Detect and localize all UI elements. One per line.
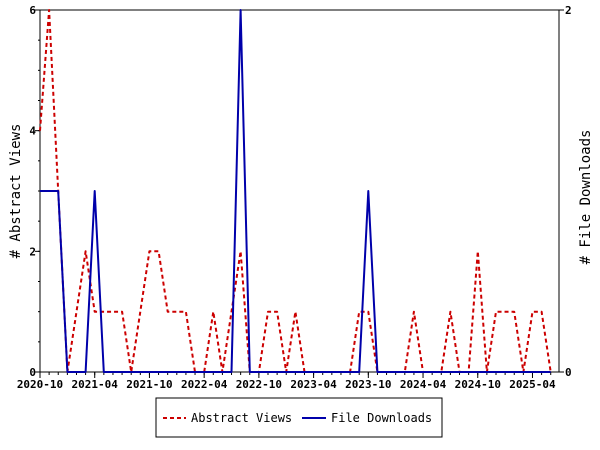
x-tick-label: 2023-04 bbox=[290, 378, 337, 391]
y-axis-right-title: # File Downloads bbox=[578, 130, 594, 265]
plot-area bbox=[39, 9, 560, 373]
series-layer bbox=[39, 9, 552, 373]
y-right-tick-label: 2 bbox=[565, 4, 572, 17]
x-tick-label: 2023-10 bbox=[345, 378, 391, 391]
y-left-tick-label: 0 bbox=[29, 366, 36, 379]
x-tick-label: 2020-10 bbox=[17, 378, 63, 391]
x-axis-ticks: 2020-10 2021-04 2021-10 2022-04 2022-10 2023-… bbox=[17, 372, 556, 391]
legend: Abstract Views File Downloads bbox=[155, 397, 443, 438]
y-axis-left-ticks: 0 2 4 6 bbox=[29, 4, 40, 379]
x-tick-label: 2025-04 bbox=[509, 378, 556, 391]
x-tick-label: 2022-10 bbox=[236, 378, 282, 391]
y-right-tick-label: 0 bbox=[565, 366, 572, 379]
y-axis-right-ticks: 02 bbox=[559, 4, 572, 379]
y-axis-left-title: # Abstract Views bbox=[8, 124, 24, 259]
legend-box bbox=[155, 397, 443, 438]
x-tick-label: 2022-04 bbox=[181, 378, 228, 391]
x-tick-label: 2024-10 bbox=[455, 378, 501, 391]
y-left-tick-label: 2 bbox=[29, 245, 36, 258]
legend-label-file-downloads: File Downloads bbox=[331, 411, 432, 425]
y-left-tick-label: 4 bbox=[29, 125, 36, 138]
series-line-file-downloads bbox=[40, 9, 551, 373]
x-tick-label: 2024-04 bbox=[400, 378, 447, 391]
y-left-tick-label: 6 bbox=[29, 4, 36, 17]
x-tick-label: 2021-10 bbox=[126, 378, 172, 391]
x-tick-label: 2021-04 bbox=[72, 378, 119, 391]
legend-label-abstract-views: Abstract Views bbox=[191, 411, 292, 425]
